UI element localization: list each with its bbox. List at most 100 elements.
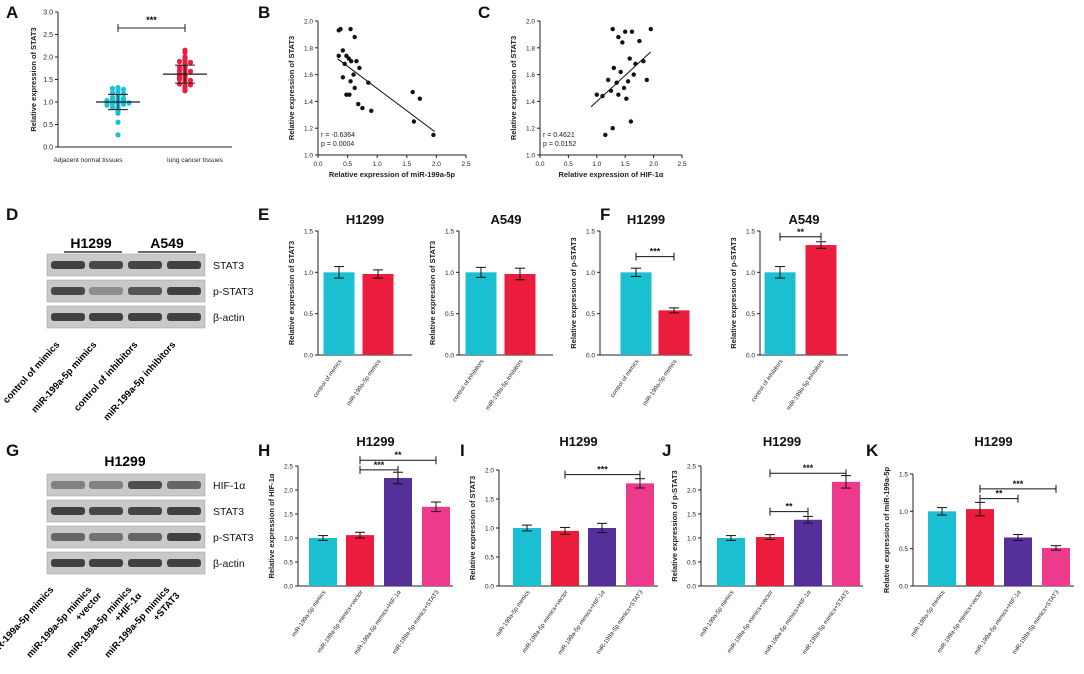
data-point (611, 65, 617, 71)
bar (764, 272, 796, 355)
blot-strip (46, 305, 206, 329)
blot-row-label: β-actin (213, 312, 245, 324)
x-category-label: miR-199a-5p mimics+vector (317, 590, 365, 655)
panel-label-I: I (460, 441, 465, 460)
chart-C: 1.0 1.2 1.4 1.6 1.8 2.0 Relative expression of… (509, 19, 687, 180)
blot-band (128, 481, 162, 489)
significance-label: *** (803, 463, 814, 473)
blot-band (51, 287, 85, 295)
data-point (411, 119, 417, 124)
chart-E1: 0.0 0.5 1.0 1.5 Relative expression of STAT3… (287, 212, 412, 407)
significance-label: ** (394, 450, 402, 460)
y-tick-label: 0.0 (43, 145, 53, 152)
panel-label-C: C (478, 3, 490, 22)
blot-cell-line-label: H1299 (70, 235, 111, 251)
y-tick-label: 0.5 (746, 311, 755, 318)
y-tick-label: 1.0 (746, 270, 755, 277)
y-axis-label: Relative expression of miR-199a-5p (882, 466, 891, 593)
data-point (182, 88, 188, 94)
blot-band (89, 481, 123, 489)
data-point (620, 40, 625, 45)
panel-label-K: K (866, 441, 879, 460)
data-point (120, 101, 127, 107)
significance-label: *** (374, 460, 385, 470)
y-tick-label: 0.0 (485, 584, 494, 591)
data-point (627, 56, 632, 61)
chart-title: H1299 (356, 434, 394, 449)
x-tick-label: 1.5 (402, 161, 411, 168)
y-tick-label: 1.0 (43, 100, 53, 107)
blot-band (51, 533, 85, 541)
bar (717, 538, 745, 586)
chart-title: H1299 (346, 212, 384, 227)
panel-label-D: D (6, 205, 18, 224)
chart-B: 1.0 1.2 1.4 1.6 1.8 2.0 Relative expression of… (287, 19, 471, 180)
y-tick-label: 1.6 (304, 72, 313, 79)
blot-row-label: HIF-1α (213, 480, 245, 492)
panel-label-B: B (258, 3, 270, 22)
significance-label: *** (597, 465, 608, 475)
y-tick-label: 0.5 (284, 560, 293, 567)
y-tick-label: 1.0 (304, 270, 313, 277)
y-tick-label: 1.0 (526, 153, 535, 160)
data-point (348, 59, 354, 64)
blot-strip (46, 253, 206, 277)
y-tick-label: 1.0 (284, 536, 293, 543)
bar (928, 511, 956, 586)
bar (551, 530, 579, 586)
data-point (104, 102, 110, 108)
significance-label: *** (146, 15, 157, 25)
data-point (348, 26, 353, 32)
blot-strip (46, 499, 206, 523)
data-point (115, 110, 121, 116)
bar (805, 245, 837, 355)
blot-band (89, 287, 123, 295)
stat-label: r = -0.6364 (321, 132, 355, 139)
y-tick-label: 0.5 (445, 311, 454, 318)
y-tick-label: 1.2 (304, 126, 313, 133)
data-point (410, 89, 415, 95)
y-tick-label: 0.0 (899, 584, 908, 591)
data-point (351, 72, 356, 77)
blot-band (128, 533, 162, 541)
data-point (621, 85, 627, 91)
bar (620, 272, 652, 355)
chart-title: H1299 (559, 434, 597, 449)
data-point (187, 77, 194, 83)
x-category-label: miR-199a-5p mimics (346, 359, 382, 408)
y-tick-label: 0.0 (687, 584, 696, 591)
blot-band (128, 507, 162, 515)
x-tick-label: 0.5 (564, 161, 573, 168)
blot-band (89, 261, 123, 269)
y-tick-label: 1.0 (485, 526, 494, 533)
data-point (360, 105, 365, 111)
blot-band (51, 313, 85, 321)
x-category-label: Adjacent normal tissues (53, 157, 123, 164)
blot-band (128, 261, 162, 269)
data-point (176, 64, 183, 70)
x-category-label: control of mimics (610, 359, 641, 399)
y-axis-label: Relative expression of STAT3 (29, 27, 38, 131)
data-point (115, 132, 121, 138)
data-point (616, 34, 621, 40)
blot-strip (46, 551, 206, 575)
data-point (623, 29, 628, 34)
data-point (109, 104, 116, 110)
significance-label: *** (1013, 479, 1024, 489)
data-point (357, 65, 362, 71)
chart-K: 0.0 0.5 1.0 1.5 Relative expression of miR-1… (882, 434, 1074, 656)
data-point (354, 59, 359, 64)
data-point (625, 79, 631, 84)
blot-band (167, 287, 201, 295)
blot-lane-label: miR-199a-5p mimics (25, 585, 95, 661)
blot-strip (46, 473, 206, 497)
stat-label: p = 0.0152 (543, 141, 576, 148)
regression-line (337, 58, 435, 132)
chart-title: H1299 (974, 434, 1012, 449)
blot-band (167, 481, 201, 489)
significance-label: ** (995, 489, 1003, 499)
chart-H: 0.0 0.5 1.0 1.5 2.0 2.5 Relative expression of… (267, 434, 453, 656)
bar (346, 535, 374, 586)
